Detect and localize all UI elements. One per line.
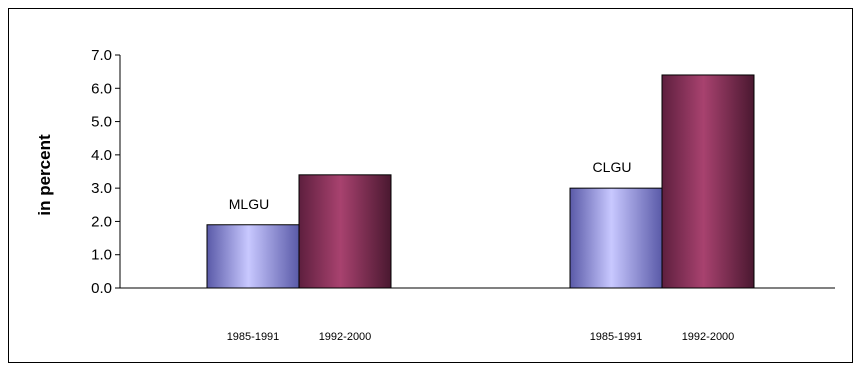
y-tick-label: 1.0	[91, 247, 112, 264]
category-label: 1992-2000	[319, 331, 372, 343]
category-labels: 1985-1991 1992-2000 1985-1991 1992-2000	[227, 331, 735, 343]
category-label: 1992-2000	[682, 331, 735, 343]
y-tick-label: 7.0	[91, 47, 112, 64]
bars	[206, 74, 755, 289]
bar-mlgu-1992-2000	[298, 174, 392, 289]
y-tick-label: 0.0	[91, 280, 112, 297]
y-tick-label: 6.0	[91, 80, 112, 97]
category-label: 1985-1991	[227, 331, 280, 343]
bar-clgu-1985-1991	[569, 187, 663, 289]
group-label-clgu: CLGU	[593, 159, 632, 175]
y-ticks: 0.0 1.0 2.0 3.0 4.0 5.0 6.0 7.0	[91, 47, 120, 297]
category-label: 1985-1991	[590, 331, 643, 343]
y-tick-label: 5.0	[91, 114, 112, 131]
group-label-mlgu: MLGU	[229, 196, 269, 212]
bar-clgu-1992-2000	[661, 74, 755, 289]
group-labels: MLGU CLGU	[229, 159, 632, 212]
bar-mlgu-1985-1991	[206, 224, 300, 289]
y-tick-label: 3.0	[91, 180, 112, 197]
y-axis-label: in percent	[35, 134, 54, 216]
y-tick-label: 4.0	[91, 147, 112, 164]
y-tick-label: 2.0	[91, 213, 112, 230]
